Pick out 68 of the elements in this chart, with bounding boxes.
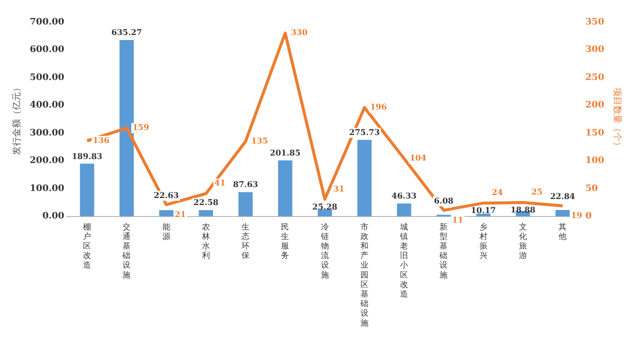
data-label: 25.28 (312, 201, 338, 212)
bar (555, 210, 570, 216)
bar (278, 160, 292, 216)
y-tick-label: 200.00 (30, 156, 64, 166)
data-label: 31 (333, 183, 344, 194)
data-label: 330 (290, 27, 308, 38)
x-tick-label: 农林水利 (200, 222, 210, 260)
y-axis-title: 发行金额（亿元） (12, 83, 23, 156)
y-tick-label: 300.00 (30, 128, 64, 138)
data-label: 22.84 (550, 190, 576, 201)
y-tick-label: 400.00 (30, 100, 64, 111)
data-label: 87.63 (233, 179, 259, 190)
data-label: 189.83 (72, 150, 103, 161)
y2-tick-label: 250 (585, 72, 604, 83)
y2-tick-label: 150 (585, 128, 604, 138)
data-label: 21 (174, 208, 186, 219)
y2-tick-label: 50 (585, 184, 598, 194)
y2-tick-label: 0 (585, 212, 592, 222)
x-tick-label: 生态环保 (240, 222, 250, 260)
x-tick-label: 交通基础设施 (122, 222, 131, 280)
y2-axis-title: 项目数量（个） (611, 88, 622, 151)
x-tick-label: 能源 (162, 222, 170, 241)
y-tick-label: 100.00 (30, 184, 64, 194)
x-tick-label: 城镇老旧小区改造 (399, 222, 408, 298)
data-label: 196 (370, 102, 388, 112)
data-label: 635.27 (111, 27, 142, 38)
bar (238, 192, 253, 216)
category-label: 市政和产业园区基础设施 (360, 222, 368, 328)
y2-tick-label: 200 (585, 100, 604, 111)
y2-tick-label: 100 (585, 156, 604, 166)
x-tick-label: 民生服务 (281, 222, 290, 260)
data-label: 46.33 (392, 190, 418, 201)
bar (120, 40, 134, 216)
x-tick-label: 乡村振兴 (478, 222, 488, 260)
bar (318, 209, 332, 216)
y-tick-label: 500.00 (30, 72, 64, 83)
x-tick-label: 棚户区改造 (83, 222, 92, 270)
bar (396, 204, 412, 216)
bar (198, 210, 214, 216)
bar (476, 214, 490, 216)
y2-tick-label: 350 (585, 17, 604, 28)
data-label: 22.63 (154, 190, 180, 200)
x-tick-label: 文化旅游 (518, 222, 527, 260)
data-label: 41 (214, 178, 226, 188)
bar (80, 164, 94, 216)
data-label: 25 (531, 186, 543, 197)
bar (159, 210, 174, 216)
data-label: 275.73 (349, 126, 380, 137)
data-label: 22.58 (193, 197, 219, 208)
x-tick-label: 新型基础设施 (438, 222, 448, 280)
y-tick-label: 600.00 (30, 45, 64, 56)
data-label: 10.17 (470, 205, 496, 216)
bar (357, 140, 372, 216)
data-label: 159 (132, 122, 150, 132)
data-label: 201.85 (270, 147, 301, 158)
data-label: 136 (92, 134, 110, 145)
x-tick-label: 冷链物流设施 (320, 222, 329, 280)
data-label: 104 (410, 152, 427, 163)
y-tick-label: 700.00 (30, 17, 64, 28)
y2-tick-label: 300 (585, 45, 604, 56)
x-tick-label: 其他 (558, 222, 567, 241)
data-label: 24 (492, 187, 504, 198)
data-label: 18.88 (510, 204, 536, 215)
y-tick-label: 0.00 (42, 212, 64, 222)
data-label: 19 (571, 210, 583, 220)
data-label: 6.08 (434, 195, 454, 206)
data-label: 11 (452, 214, 464, 224)
data-label: 135 (251, 135, 268, 146)
